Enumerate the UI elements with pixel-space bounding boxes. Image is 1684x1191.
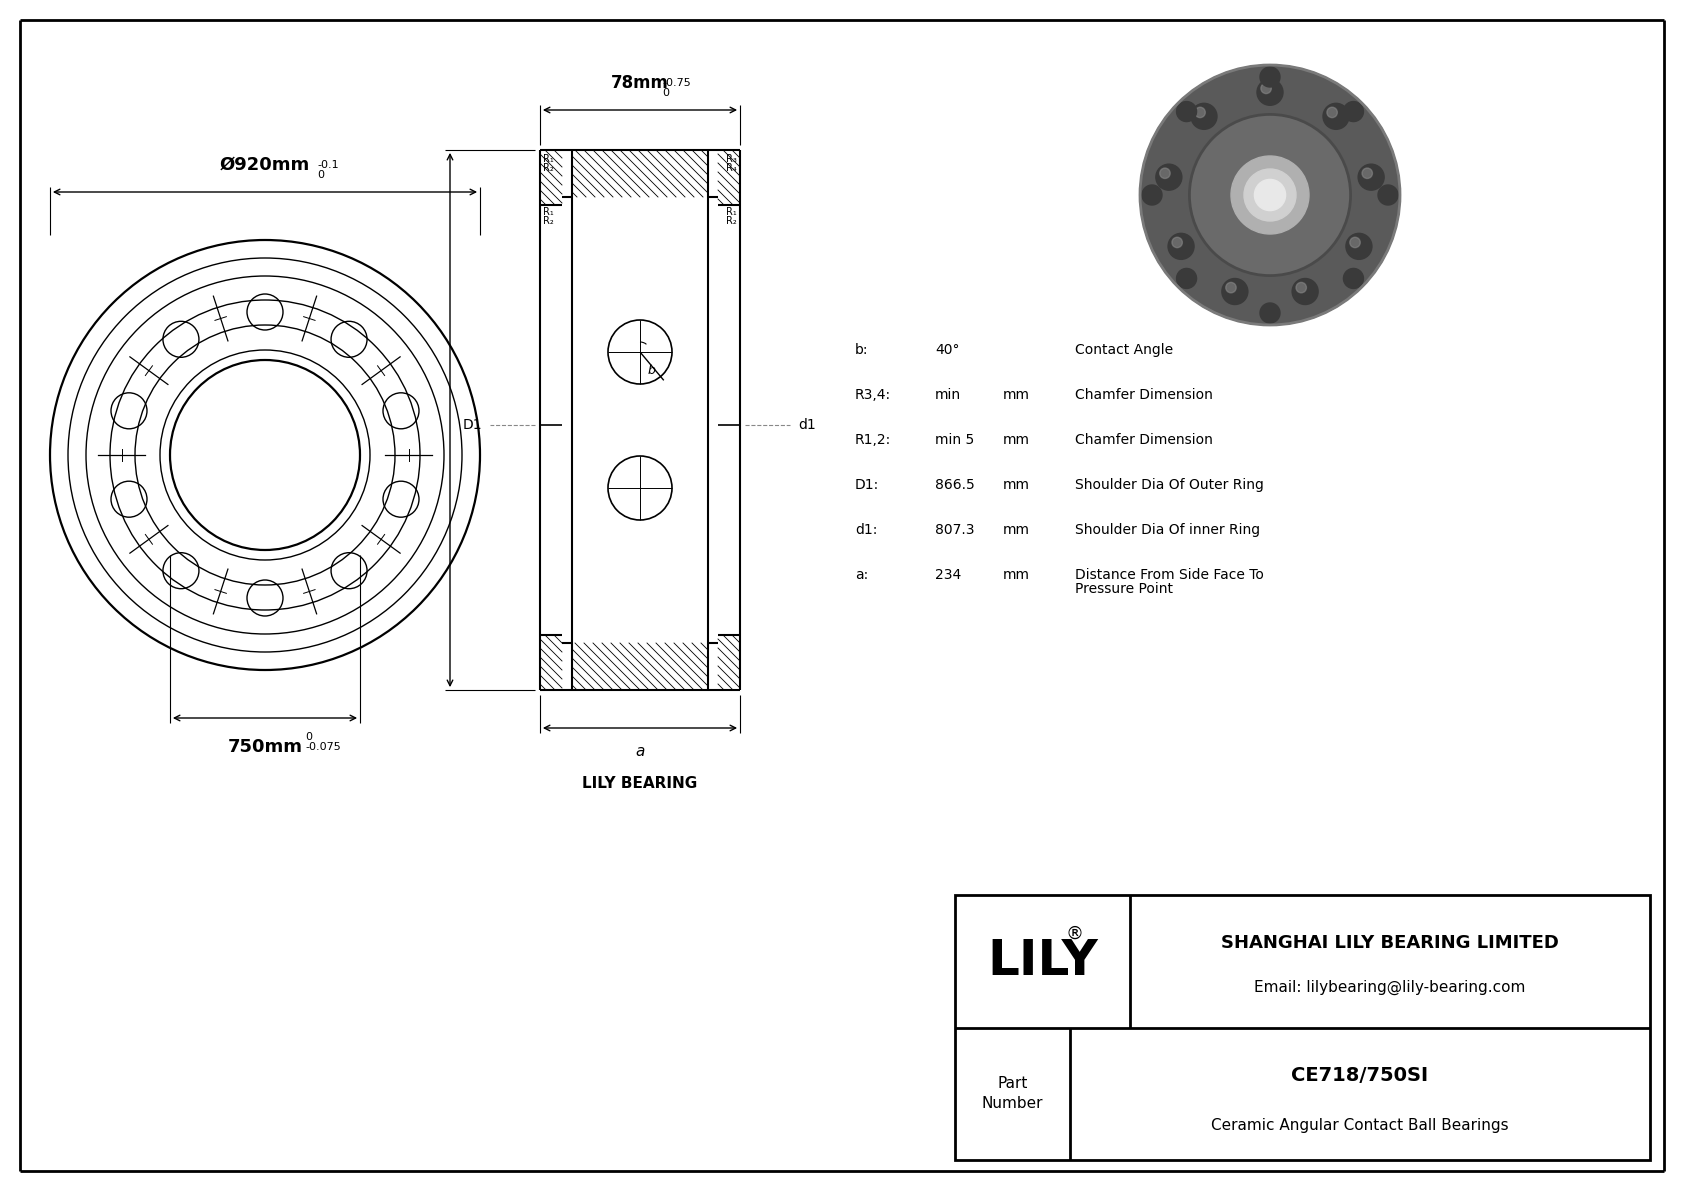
Text: R₃: R₃ [726, 154, 738, 164]
Text: Contact Angle: Contact Angle [1074, 343, 1174, 357]
Text: mm: mm [1004, 523, 1031, 537]
Circle shape [1344, 268, 1364, 288]
Text: -0.1: -0.1 [317, 160, 338, 170]
Circle shape [1160, 168, 1170, 179]
Text: min 5: min 5 [935, 434, 975, 447]
Text: b: b [648, 363, 655, 376]
Circle shape [1155, 164, 1182, 191]
Text: Chamfer Dimension: Chamfer Dimension [1074, 434, 1212, 447]
Circle shape [1142, 185, 1162, 205]
Text: mm: mm [1004, 434, 1031, 447]
Text: R₂: R₂ [542, 216, 554, 226]
Circle shape [1244, 169, 1297, 222]
Circle shape [1177, 101, 1197, 121]
Text: 866.5: 866.5 [935, 478, 975, 492]
Text: 0: 0 [662, 88, 669, 98]
Bar [955, 894, 1650, 1160]
Text: Part
Number: Part Number [982, 1077, 1044, 1111]
Text: Chamfer Dimension: Chamfer Dimension [1074, 388, 1212, 403]
Text: R₄: R₄ [726, 163, 738, 173]
Text: Shoulder Dia Of inner Ring: Shoulder Dia Of inner Ring [1074, 523, 1260, 537]
Text: Ceramic Angular Contact Ball Bearings: Ceramic Angular Contact Ball Bearings [1211, 1118, 1509, 1133]
Circle shape [1191, 104, 1218, 130]
Circle shape [1231, 156, 1308, 233]
Circle shape [1177, 268, 1197, 288]
Circle shape [1169, 233, 1194, 260]
Text: R1,2:: R1,2: [855, 434, 891, 447]
Text: LILY BEARING: LILY BEARING [583, 777, 697, 791]
Circle shape [1260, 303, 1280, 323]
Circle shape [1362, 168, 1372, 179]
Text: R3,4:: R3,4: [855, 388, 891, 403]
Text: mm: mm [1004, 568, 1031, 582]
Circle shape [1196, 107, 1206, 118]
Circle shape [1324, 104, 1349, 130]
Circle shape [1255, 180, 1285, 211]
Text: 807.3: 807.3 [935, 523, 975, 537]
Text: 0: 0 [305, 732, 312, 742]
Text: D1:: D1: [855, 478, 879, 492]
Text: a:: a: [855, 568, 869, 582]
Text: R₂: R₂ [726, 216, 738, 226]
Text: Shoulder Dia Of Outer Ring: Shoulder Dia Of Outer Ring [1074, 478, 1265, 492]
Text: SHANGHAI LILY BEARING LIMITED: SHANGHAI LILY BEARING LIMITED [1221, 934, 1559, 952]
Circle shape [1140, 66, 1399, 325]
Text: -0.075: -0.075 [305, 742, 340, 752]
Text: d1: d1 [798, 418, 815, 432]
Text: D1: D1 [463, 418, 482, 432]
Circle shape [1346, 233, 1372, 260]
Circle shape [1351, 237, 1361, 248]
Circle shape [1261, 83, 1271, 94]
Circle shape [1297, 282, 1307, 293]
Circle shape [1378, 185, 1398, 205]
Text: b:: b: [855, 343, 869, 357]
Text: CE718/750SI: CE718/750SI [1292, 1066, 1428, 1085]
Text: d1:: d1: [855, 523, 877, 537]
Text: Email: lilybearing@lily-bearing.com: Email: lilybearing@lily-bearing.com [1255, 980, 1526, 996]
Circle shape [1226, 282, 1236, 293]
Text: 40°: 40° [935, 343, 960, 357]
Circle shape [1327, 107, 1337, 118]
Text: mm: mm [1004, 478, 1031, 492]
Circle shape [1223, 279, 1248, 305]
Text: ®: ® [1066, 924, 1083, 942]
Circle shape [1260, 67, 1280, 87]
Circle shape [1172, 237, 1182, 248]
Text: R₂: R₂ [542, 163, 554, 173]
Circle shape [1292, 279, 1319, 305]
Text: R₁: R₁ [542, 207, 554, 217]
Circle shape [1344, 101, 1364, 121]
Text: 0: 0 [317, 170, 323, 180]
Text: mm: mm [1004, 388, 1031, 403]
Text: R₁: R₁ [542, 154, 554, 164]
Text: Ø920mm: Ø920mm [221, 156, 310, 174]
Text: LILY: LILY [987, 937, 1098, 985]
Text: -0.75: -0.75 [662, 77, 690, 88]
Circle shape [1357, 164, 1384, 191]
Text: R₁: R₁ [726, 207, 738, 217]
Text: Distance From Side Face To: Distance From Side Face To [1074, 568, 1265, 582]
Text: Pressure Point: Pressure Point [1074, 582, 1174, 596]
Circle shape [1256, 80, 1283, 105]
Text: 78mm: 78mm [611, 74, 669, 92]
Text: 750mm: 750mm [227, 738, 303, 756]
Text: min: min [935, 388, 962, 403]
Circle shape [1189, 114, 1351, 275]
Text: a: a [635, 744, 645, 759]
Text: 234: 234 [935, 568, 962, 582]
